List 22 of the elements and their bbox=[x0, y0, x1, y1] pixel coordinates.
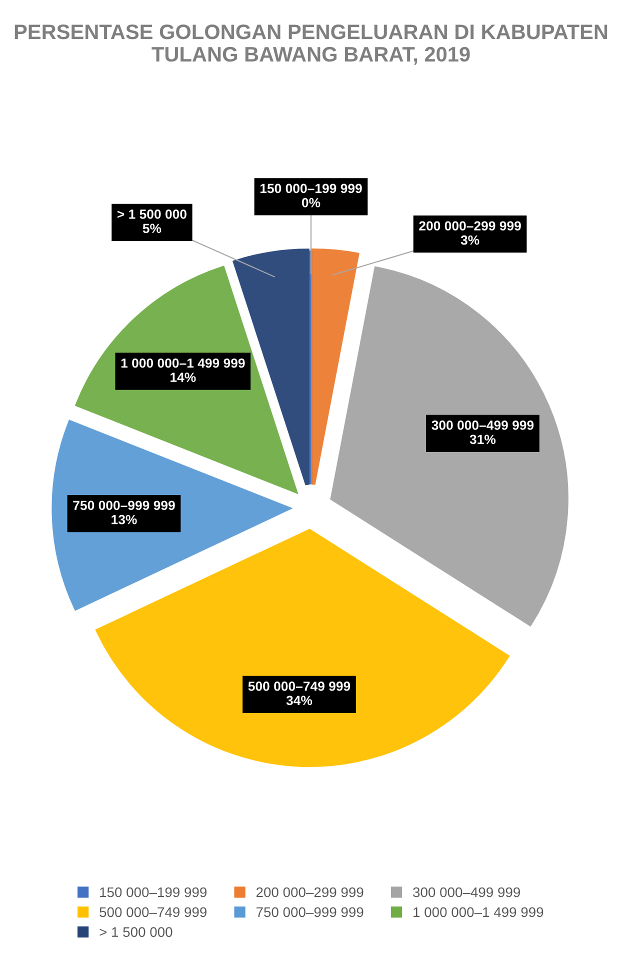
category-label: 150 000–199 999 bbox=[260, 184, 362, 194]
data-label: 34% bbox=[286, 696, 312, 706]
text: 0% bbox=[302, 198, 320, 208]
data-label: 3% bbox=[460, 235, 480, 245]
data-label: 5% bbox=[142, 224, 162, 234]
legend-label: 1 000 000–1 499 999 bbox=[414, 907, 544, 918]
legend-label: 150 000–199 999 bbox=[100, 887, 207, 898]
slice-label: 1 000 000–1 499 999 bbox=[121, 358, 245, 368]
slice-label: 750 000–999 999 bbox=[73, 500, 175, 510]
legend-label: > 1 500 000 bbox=[100, 927, 172, 937]
slice-label: 300 000–499 999 bbox=[432, 420, 534, 430]
legend-label: 500 000–749 999 bbox=[100, 907, 207, 918]
legend-label: 200 000–299 999 bbox=[256, 887, 364, 898]
data-label: 14% bbox=[170, 372, 196, 382]
legend-label: 300 000–499 999 bbox=[413, 887, 520, 898]
data-label: 13% bbox=[112, 514, 137, 524]
slice-label: > 1 500 000 bbox=[117, 210, 186, 219]
chart-title: PERSENTASE GOLONGAN PENGELUARAN DI KABUPATEN TULANG BAWANG BARAT, 2019 bbox=[14, 24, 608, 65]
data-label: 31% bbox=[470, 434, 496, 444]
slice-label: 200 000–299 999 bbox=[419, 221, 521, 231]
slice-label: 500 000–749 999 bbox=[248, 682, 350, 691]
legend-label: 750 000–999 999 bbox=[256, 907, 364, 918]
